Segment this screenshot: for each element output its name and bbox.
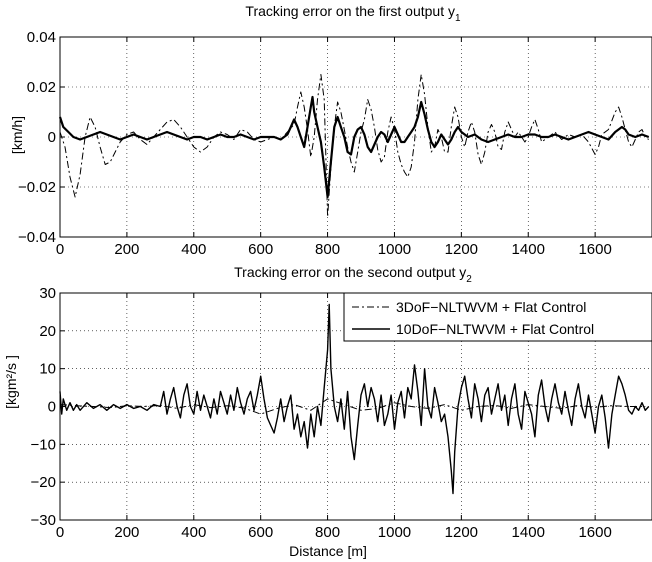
x-tick-label: 1600 (578, 241, 611, 258)
x-tick-label: 1600 (578, 524, 611, 541)
x-tick-label: 1000 (378, 524, 411, 541)
bottom-panel-ylabel: [kgm²/s ] (3, 355, 19, 409)
dashdot-series-line (59, 74, 649, 218)
top-panel: Tracking error on the first output y1 [k… (9, 3, 652, 258)
x-tick-label: 600 (248, 524, 273, 541)
bottom-panel-title: Tracking error on the second output y2 (234, 264, 472, 285)
bottom-panel-ticks: 0 200 400 600 800 1000 1200 1400 1600 −30 −20 −10 0 1… (31, 285, 612, 541)
x-tick-label: 1400 (512, 241, 545, 258)
y-tick-label: 0 (48, 129, 56, 146)
y-tick-label: 0.02 (27, 79, 56, 96)
legend-label-10dof: 10DoF−NLTWVM + Flat Control (396, 321, 594, 337)
legend: 3DoF−NLTWVM + Flat Control 10DoF−NLTWVM … (343, 292, 652, 342)
x-tick-label: 400 (181, 524, 206, 541)
x-tick-label: 1000 (378, 241, 411, 258)
x-tick-label: 800 (315, 524, 340, 541)
y-tick-label: 30 (39, 285, 56, 302)
top-panel-title: Tracking error on the first output y1 (245, 3, 461, 24)
x-tick-label: 1200 (445, 241, 478, 258)
y-tick-label: −30 (31, 512, 56, 529)
y-tick-label: 10 (39, 361, 56, 378)
bottom-panel-xlabel: Distance [m] (289, 543, 367, 559)
y-tick-label: 0 (48, 399, 56, 416)
x-tick-label: 1200 (445, 524, 478, 541)
y-tick-label: −0.02 (18, 179, 56, 196)
solid-series-line (59, 303, 650, 495)
top-panel-series (58, 74, 650, 218)
bottom-panel-series (59, 303, 650, 495)
x-tick-label: 0 (56, 524, 64, 541)
top-panel-ylabel: [km/h] (9, 116, 25, 154)
dashdot-series-line (59, 398, 646, 415)
y-tick-label: 0.04 (27, 29, 56, 46)
x-tick-label: 200 (114, 524, 139, 541)
x-tick-label: 800 (315, 241, 340, 258)
y-tick-label: −10 (31, 436, 56, 453)
x-tick-label: 600 (248, 241, 273, 258)
x-tick-label: 400 (181, 241, 206, 258)
y-tick-label: −0.04 (18, 229, 56, 246)
x-tick-label: 1400 (512, 524, 545, 541)
legend-label-3dof: 3DoF−NLTWVM + Flat Control (396, 299, 586, 315)
x-tick-label: 0 (56, 241, 64, 258)
legend-box (343, 292, 652, 342)
solid-series-line (58, 95, 650, 199)
x-tick-label: 200 (114, 241, 139, 258)
y-tick-label: −20 (31, 474, 56, 491)
bottom-panel: Tracking error on the second output y2 [… (3, 264, 652, 559)
top-panel-ticks: 0 200 400 600 800 1000 1200 1400 1600 −0.04 −0.02 0… (18, 29, 612, 258)
y-tick-label: 20 (39, 323, 56, 340)
